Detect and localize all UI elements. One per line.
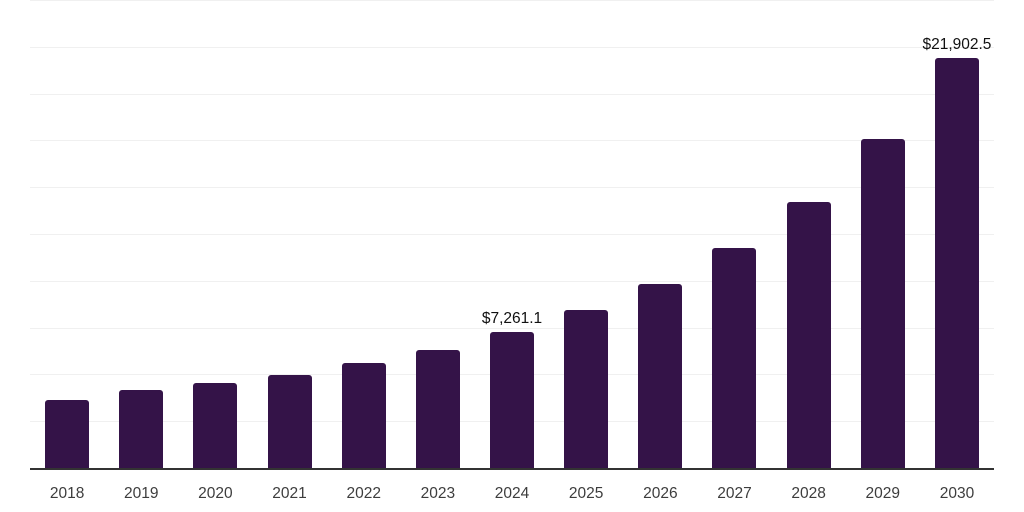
bar-2030: [934, 58, 979, 468]
bar-group-2018: [30, 0, 104, 470]
bar-group-2026: [623, 0, 697, 470]
x-axis-tick-labels: 2018 2019 2020 2021 2022 2023 2024 2025 2026 2027…: [30, 470, 994, 502]
value-label-2030: $21,902.5: [922, 35, 992, 53]
bar-group-2021: [252, 0, 326, 470]
bar-2021: [267, 375, 312, 468]
x-tick-2023: 2023: [420, 485, 456, 502]
bar-group-2020: [178, 0, 252, 470]
x-axis-line: [30, 468, 994, 470]
x-tick-2026: 2026: [643, 485, 678, 502]
value-label-2024: $7,261.1: [481, 309, 543, 327]
x-tick-2029: 2029: [865, 485, 901, 502]
bar-group-2030: $21,902.5: [920, 0, 994, 470]
x-tick-2024: 2024: [494, 485, 530, 502]
x-tick-2021: 2021: [272, 485, 307, 502]
bar-group-2022: [327, 0, 401, 470]
bar-2024: [490, 332, 535, 468]
x-tick-2018: 2018: [49, 485, 85, 502]
bar-group-2019: [104, 0, 178, 470]
bar-2027: [712, 248, 757, 468]
gridline-17500: [30, 140, 994, 142]
bar-2020: [193, 383, 238, 468]
bar-group-2028: [772, 0, 846, 470]
x-tick-2028: 2028: [791, 485, 826, 502]
gridline-20000: [30, 93, 994, 95]
x-tick-2030: 2030: [939, 485, 975, 502]
bar-group-2025: [549, 0, 623, 470]
gridline-25000: [30, 0, 994, 1]
bar-2029: [860, 139, 905, 468]
bar-2028: [786, 202, 831, 468]
x-tick-2019: 2019: [123, 485, 159, 502]
gridline-12500: [30, 234, 994, 235]
bar-2023: [415, 350, 460, 468]
gridline-22500: [30, 46, 994, 48]
x-tick-2022: 2022: [346, 485, 381, 502]
bar-group-2029: [846, 0, 920, 470]
bar-2019: [119, 390, 164, 468]
bar-2022: [341, 363, 386, 468]
bar-2026: [638, 284, 683, 468]
gridline-7500: [30, 327, 994, 329]
bar-group-2023: [401, 0, 475, 470]
gridline-15000: [30, 187, 994, 189]
bar-series: $7,261.1 $21,902.5: [30, 0, 994, 470]
bar-2018: [45, 400, 90, 468]
x-tick-2027: 2027: [717, 485, 752, 502]
x-tick-2025: 2025: [568, 485, 604, 502]
bar-group-2024: $7,261.1: [475, 0, 549, 470]
x-tick-2020: 2020: [198, 485, 233, 502]
gridline-10000: [30, 280, 994, 282]
bar-group-2027: [697, 0, 771, 470]
bar-2025: [564, 310, 609, 468]
plot-area: $7,261.1 $21,902.5: [30, 0, 994, 470]
